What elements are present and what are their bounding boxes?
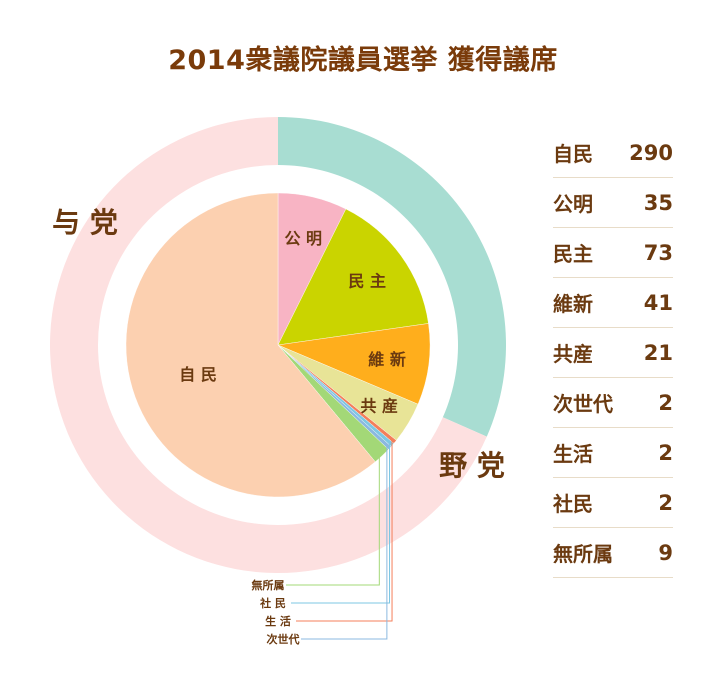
pie-slice-label-公明: 公 明 (284, 229, 322, 248)
seat-party-name: 次世代 (553, 392, 613, 416)
seat-row: 次世代 2 (553, 378, 673, 428)
seat-row: 維新 41 (553, 278, 673, 328)
chart-title: 2014衆議院議員選挙 獲得議席 (168, 45, 558, 76)
seat-row: 生活 2 (553, 428, 673, 478)
seat-row: 共産 21 (553, 328, 673, 378)
callout-label-次世代: 次世代 (267, 632, 300, 646)
seat-count: 21 (643, 340, 673, 365)
callout-line-生活 (296, 439, 393, 622)
seat-count: 35 (643, 190, 673, 215)
seat-count: 73 (643, 240, 673, 265)
pie-slice-label-民主: 民 主 (348, 272, 386, 291)
seat-count: 9 (658, 540, 673, 565)
seat-row: 社民 2 (553, 478, 673, 528)
seat-party-name: 無所属 (553, 542, 613, 566)
seat-row: 民主 73 (553, 228, 673, 278)
pie-slice-label-自民: 自 民 (179, 365, 217, 384)
seat-row: 公明 35 (553, 178, 673, 228)
seat-count: 2 (658, 390, 673, 415)
callout-label-社民: 社 民 (259, 596, 286, 610)
seat-count: 2 (658, 490, 673, 515)
pie-slice-自民 (125, 192, 376, 498)
seat-party-name: 民主 (553, 242, 593, 266)
callout-label-生活: 生 活 (265, 614, 291, 628)
seat-party-name: 社民 (553, 492, 593, 516)
seat-party-name: 維新 (553, 292, 593, 316)
callout-label-無所属: 無所属 (252, 578, 285, 592)
seat-count: 41 (643, 290, 673, 315)
seat-count: 290 (629, 140, 673, 165)
pie-slice-維新 (277, 323, 431, 405)
callout-line-次世代 (301, 445, 388, 640)
pie-slice-label-維新: 維 新 (368, 350, 406, 369)
outer-ring-label-ruling: 与 党 (52, 206, 118, 239)
seat-row: 無所属 9 (553, 528, 673, 578)
seat-count: 2 (658, 440, 673, 465)
seat-party-name: 自民 (553, 142, 593, 166)
seat-row: 自民 290 (553, 128, 673, 178)
seat-party-name: 公明 (553, 192, 593, 216)
outer-ring-opposition (278, 117, 507, 437)
callout-line-無所属 (286, 452, 380, 586)
seat-table: 自民 290 公明 35 民主 73 維新 41 共産 21 次世代 2 生活 … (553, 128, 673, 578)
pie-slice-民主 (277, 208, 429, 346)
outer-ring-label-opposition: 野 党 (439, 449, 505, 482)
seat-party-name: 生活 (553, 442, 593, 466)
callout-line-社民 (291, 442, 391, 604)
seat-party-name: 共産 (553, 342, 593, 366)
pie-slice-label-共産: 共 産 (360, 397, 398, 416)
